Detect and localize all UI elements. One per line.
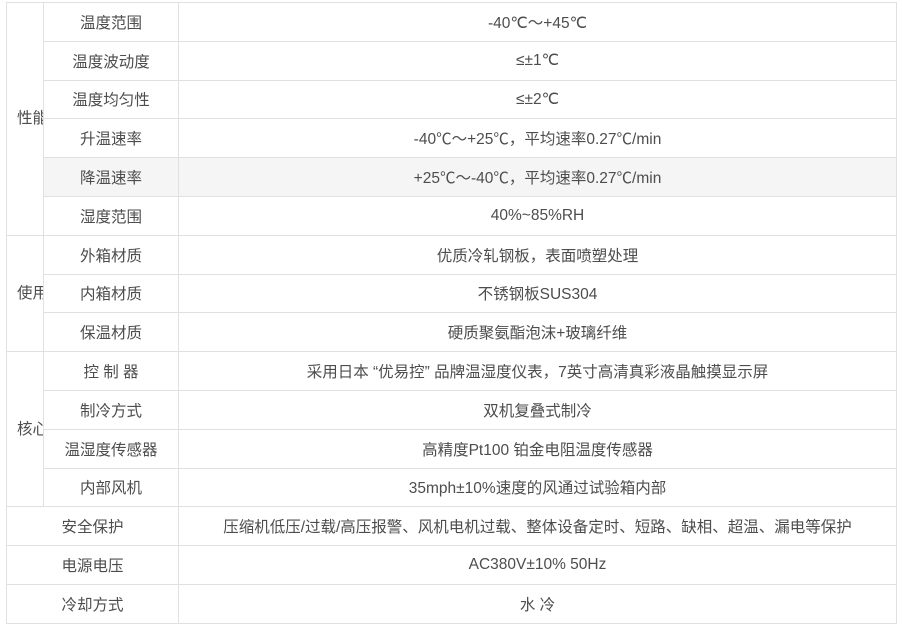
row-label: 制冷方式 (43, 389, 179, 430)
section-group-performance: 性能指标 (6, 2, 44, 236)
row-internal-fan: 内部风机 35mph±10%速度的风通过试验箱内部 (7, 467, 897, 508)
row-value: ≤±1℃ (178, 40, 897, 81)
row-value: 水 冷 (178, 583, 897, 624)
row-value: +25℃～-40℃，平均速率0.27℃/min (178, 157, 897, 197)
row-value: 压缩机低压/过载/高压报警、风机电机过载、整体设备定时、短路、缺相、超温、漏电等… (178, 506, 897, 547)
row-label: 冷却方式 (6, 583, 179, 624)
row-temp-humidity-sensor: 温湿度传感器 高精度Pt100 铂金电阻温度传感器 (7, 428, 897, 469)
row-inner-box-material: 内箱材质 不锈钢板SUS304 (7, 273, 897, 314)
row-label: 湿度范围 (43, 195, 179, 236)
row-temperature-uniformity: 温度均匀性 ≤±2℃ (7, 79, 897, 120)
row-value: 采用日本 “优易控” 品牌温湿度仪表，7英寸高清真彩液晶触摸显示屏 (178, 351, 897, 391)
row-label: 升温速率 (43, 118, 179, 159)
section-group-label: 核心配置 (17, 420, 43, 438)
row-controller: 核心配置 控 制 器 采用日本 “优易控” 品牌温湿度仪表，7英寸高清真彩液晶触… (6, 351, 897, 508)
row-value: 硬质聚氨酯泡沫+玻璃纤维 (178, 312, 897, 353)
specification-table: 性能指标 温度范围 -40℃～+45℃ 温度波动度 ≤±1℃ 温度均匀性 ≤±2… (6, 2, 897, 624)
section-group-label: 性能指标 (17, 110, 43, 128)
row-value: 优质冷轧钢板，表面喷塑处理 (178, 234, 897, 275)
row-label: 温度均匀性 (43, 79, 179, 120)
row-label: 温度波动度 (43, 40, 179, 81)
row-label: 降温速率 (43, 157, 179, 197)
row-value: -40℃～+45℃ (178, 2, 897, 42)
row-cooling-rate: 降温速率 +25℃～-40℃，平均速率0.27℃/min (7, 157, 897, 197)
row-outer-box-material: 使用材料 外箱材质 优质冷轧钢板，表面喷塑处理 (6, 234, 897, 353)
row-value: 双机复叠式制冷 (178, 389, 897, 430)
row-label: 内箱材质 (43, 273, 179, 314)
row-value: ≤±2℃ (178, 79, 897, 120)
row-value: 高精度Pt100 铂金电阻温度传感器 (178, 428, 897, 469)
row-value: AC380V±10% 50Hz (178, 545, 897, 585)
section-group-materials: 使用材料 (6, 234, 44, 353)
row-safety-protection: 安全保护 压缩机低压/过载/高压报警、风机电机过载、整体设备定时、短路、缺相、超… (6, 506, 897, 547)
row-heating-rate: 升温速率 -40℃～+25℃，平均速率0.27℃/min (7, 118, 897, 159)
row-humidity-range: 湿度范围 40%~85%RH (7, 195, 897, 236)
row-cooling-method: 冷却方式 水 冷 (6, 583, 897, 624)
row-value: 不锈钢板SUS304 (178, 273, 897, 314)
row-label: 内部风机 (43, 467, 179, 508)
row-value: -40℃～+25℃，平均速率0.27℃/min (178, 118, 897, 159)
row-label: 电源电压 (6, 545, 179, 585)
row-insulation-material: 保温材质 硬质聚氨酯泡沫+玻璃纤维 (7, 312, 897, 353)
row-refrigeration-method: 制冷方式 双机复叠式制冷 (7, 389, 897, 430)
row-value: 40%~85%RH (178, 195, 897, 236)
row-value: 35mph±10%速度的风通过试验箱内部 (178, 467, 897, 508)
row-label: 安全保护 (6, 506, 179, 547)
row-label: 温湿度传感器 (43, 428, 179, 469)
row-temperature-fluctuation: 温度波动度 ≤±1℃ (7, 40, 897, 81)
section-group-core-config: 核心配置 (6, 351, 44, 508)
row-label: 外箱材质 (43, 234, 179, 275)
row-power-supply-voltage: 电源电压 AC380V±10% 50Hz (6, 545, 897, 585)
row-label: 温度范围 (43, 2, 179, 42)
row-label: 保温材质 (43, 312, 179, 353)
row-temperature-range: 性能指标 温度范围 -40℃～+45℃ (6, 2, 897, 236)
section-group-label: 使用材料 (17, 284, 43, 302)
row-label: 控 制 器 (43, 351, 179, 391)
